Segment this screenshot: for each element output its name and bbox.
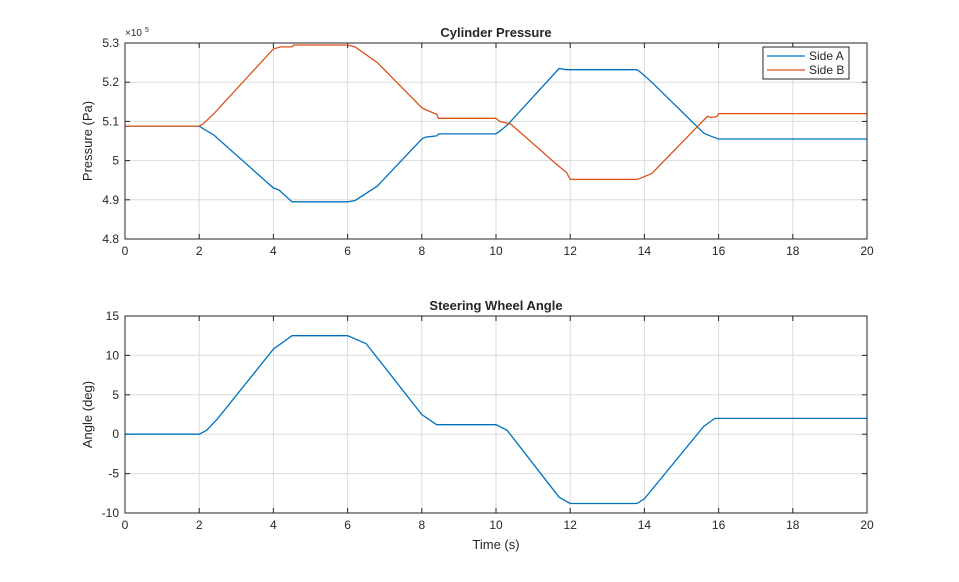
axes-2: 0 2 4 6 8 10 12 14 16 18 20 -10 -5 0 5 10 15 Steering Whe… (80, 298, 874, 552)
series-line-side-b (125, 44, 867, 181)
x-tick-label: 20 (860, 518, 874, 532)
x-tick-label: 10 (489, 244, 503, 258)
x-tick-label: 12 (564, 244, 578, 258)
y-tick-label: 10 (106, 348, 120, 362)
y-tick-label: 4.8 (102, 232, 119, 246)
x-tick-label: 10 (489, 518, 503, 532)
legend-label: Side B (809, 63, 844, 77)
x-tick-label: 2 (196, 244, 203, 258)
x-tick-label: 16 (712, 518, 726, 532)
x-tick-label: 18 (786, 518, 800, 532)
axes-1: 0 2 4 6 8 10 12 14 16 18 20 4.8 4.9 5 5.1 5.2 5.3 Cylinde… (80, 25, 874, 258)
y-tick-label: 4.9 (102, 193, 119, 207)
series-line-steering-wheel-angle (125, 335, 867, 505)
x-tick-label: 0 (122, 244, 129, 258)
x-tick-label: 4 (270, 244, 277, 258)
y-tick-label: 5 (112, 388, 119, 402)
x-tick-label: 20 (860, 244, 874, 258)
y-tick-label: 5.1 (102, 114, 119, 128)
x-tick-label: 4 (270, 518, 277, 532)
y-exponent-base: ×10 (125, 28, 142, 39)
y-tick-label: -10 (102, 506, 120, 520)
y-tick-label: 5.3 (102, 36, 119, 50)
y-axis-label: Pressure (Pa) (80, 101, 95, 181)
y-exponent: 5 (145, 27, 149, 34)
x-tick-label: 6 (344, 244, 351, 258)
chart-title: Cylinder Pressure (440, 25, 551, 40)
y-tick-label: 5 (112, 154, 119, 168)
x-tick-label: 8 (418, 244, 425, 258)
y-axis-label: Angle (deg) (80, 381, 95, 448)
x-tick-label: 16 (712, 244, 726, 258)
x-tick-label: 14 (638, 244, 652, 258)
x-tick-label: 2 (196, 518, 203, 532)
axes-box (124, 315, 868, 514)
x-tick-label: 12 (564, 518, 578, 532)
x-tick-label: 14 (638, 518, 652, 532)
x-tick-label: 0 (122, 518, 129, 532)
y-tick-label: 0 (112, 427, 119, 441)
series-line-side-a (125, 67, 867, 203)
axes-box (124, 42, 868, 240)
y-tick-label: 5.2 (102, 75, 119, 89)
x-tick-label: 18 (786, 244, 800, 258)
x-tick-label: 6 (344, 518, 351, 532)
legend-label: Side A (809, 49, 844, 63)
legend-box (762, 46, 850, 80)
chart-title: Steering Wheel Angle (429, 298, 562, 313)
x-axis-label: Time (s) (472, 537, 519, 552)
y-tick-label: -5 (108, 467, 119, 481)
y-tick-label: 15 (106, 309, 120, 323)
x-tick-label: 8 (418, 518, 425, 532)
